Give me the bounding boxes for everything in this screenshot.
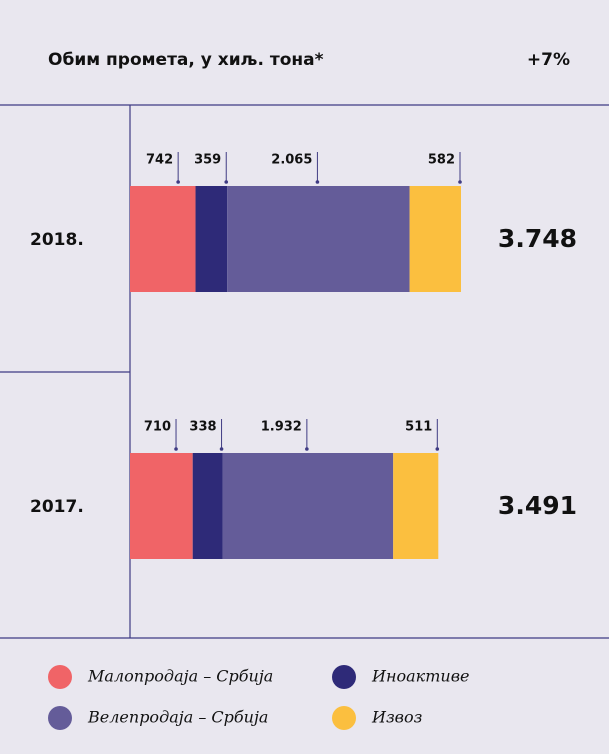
leader-dot [305,447,309,451]
value-label: 1.932 [261,420,302,435]
bar-segment [227,186,410,292]
value-label: 511 [405,420,432,435]
leader-dot [435,447,440,451]
value-label: 710 [144,420,171,435]
leader-dot [174,447,178,451]
legend-swatch [48,706,72,730]
legend-swatch [332,665,356,689]
value-label: 742 [146,153,173,168]
chart-title: Обим промета, у хиљ. тона* [48,50,324,70]
value-label: 582 [428,153,455,168]
legend-swatch [332,706,356,730]
leader-dot [219,447,224,451]
value-label: 338 [189,420,216,435]
bar-segment [130,186,196,292]
legend-label: Извоз [371,708,422,727]
leader-dot [224,180,229,184]
total-label: 3.491 [498,491,577,520]
bar-segment [222,453,394,559]
leader-dot [315,180,320,184]
value-label: 359 [194,153,221,168]
bar-segment [409,186,461,292]
legend-label: Иноактиве [371,667,469,686]
bar-segment [192,453,223,559]
category-label: 2018. [30,230,84,250]
value-label: 2.065 [271,153,312,168]
legend-swatch [48,665,72,689]
bar-segment [393,453,439,559]
legend-label: Малопродаја – Србија [87,667,273,686]
leader-dot [176,180,180,184]
annotation: +7% [527,50,570,70]
total-label: 3.748 [498,224,577,253]
bar-segment [195,186,228,292]
legend-label: Велепродаја – Србија [87,708,268,727]
leader-dot [458,180,462,184]
category-label: 2017. [30,497,84,517]
bar-segment [130,453,193,559]
